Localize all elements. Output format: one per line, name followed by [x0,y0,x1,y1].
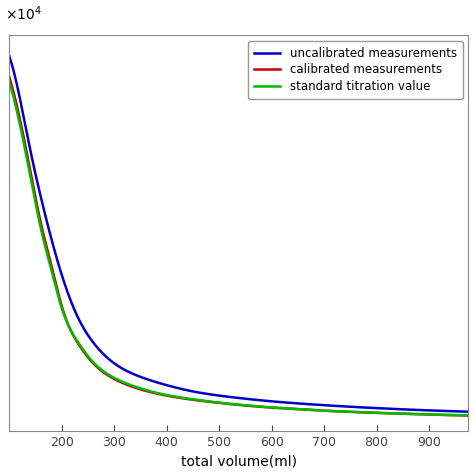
calibrated measurements [299,407,305,412]
standard titration value [355,409,360,415]
uncalibrated measurements [355,404,360,410]
standard titration value [6,79,12,85]
calibrated measurements [6,74,12,80]
Text: $\times10^4$: $\times10^4$ [5,5,42,23]
standard titration value [402,411,408,417]
Line: uncalibrated measurements: uncalibrated measurements [9,56,468,411]
uncalibrated measurements [35,180,40,185]
standard titration value [35,210,40,215]
uncalibrated measurements [6,53,12,59]
calibrated measurements [355,410,360,415]
calibrated measurements [285,406,291,411]
standard titration value [465,412,471,418]
uncalibrated measurements [285,400,291,406]
Legend: uncalibrated measurements, calibrated measurements, standard titration value: uncalibrated measurements, calibrated me… [248,41,463,99]
Line: standard titration value: standard titration value [9,82,468,415]
Line: calibrated measurements: calibrated measurements [9,77,468,416]
standard titration value [285,406,291,411]
standard titration value [273,405,279,410]
uncalibrated measurements [273,399,279,404]
calibrated measurements [35,204,40,210]
uncalibrated measurements [465,409,471,414]
calibrated measurements [273,405,279,410]
calibrated measurements [402,411,408,417]
uncalibrated measurements [299,401,305,407]
calibrated measurements [465,413,471,419]
X-axis label: total volume(ml): total volume(ml) [181,455,297,468]
uncalibrated measurements [402,407,408,412]
standard titration value [299,406,305,412]
